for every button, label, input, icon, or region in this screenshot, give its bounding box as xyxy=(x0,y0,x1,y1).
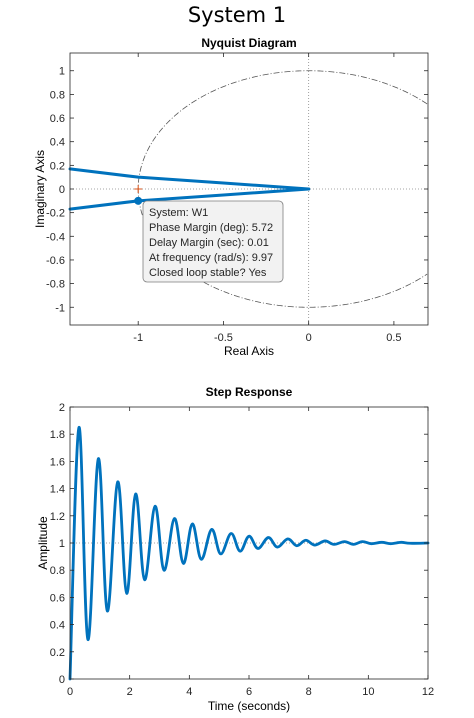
y-tick-label: 0.6 xyxy=(50,592,65,604)
x-tick-label: 0.5 xyxy=(386,332,401,344)
y-tick-label: 0.4 xyxy=(50,620,65,632)
figure-title: System 1 xyxy=(187,3,287,27)
y-tick-label: 0 xyxy=(59,184,65,196)
step-title: Step Response xyxy=(206,385,293,399)
x-tick-label: 4 xyxy=(186,686,192,698)
nyquist-plot: Nyquist Diagram -1 -0.5 0 0.5 1 0.8 0.6 0.4 0.2… xyxy=(33,36,429,358)
y-tick-label: -1 xyxy=(55,302,65,314)
step-x-axis-label: Time (seconds) xyxy=(208,699,290,713)
y-tick-label: 0.2 xyxy=(50,647,65,659)
phase-margin-point[interactable] xyxy=(134,196,143,205)
nyquist-series xyxy=(68,167,311,211)
y-tick-label: 0.6 xyxy=(50,113,65,125)
step-response-line xyxy=(68,425,430,681)
step-x-ticks: 0 2 4 6 8 10 12 xyxy=(67,407,434,698)
y-tick-label: 1.8 xyxy=(50,429,65,441)
x-tick-label: 10 xyxy=(362,686,374,698)
y-tick-label: 0.8 xyxy=(50,565,65,577)
y-tick-label: 0.2 xyxy=(50,160,65,172)
nyquist-x-axis-label: Real Axis xyxy=(224,344,274,358)
x-tick-label: 8 xyxy=(306,686,312,698)
nyquist-series-line-1 xyxy=(68,187,311,211)
nyquist-y-ticks: 1 0.8 0.6 0.4 0.2 0 -0.2 -0.4 -0.6 -0.8 -1 xyxy=(46,66,428,314)
datatip-line: Phase Margin (deg): 5.72 xyxy=(149,222,273,234)
y-tick-label: -0.4 xyxy=(46,231,65,243)
x-tick-label: 0 xyxy=(306,332,312,344)
x-tick-label: 6 xyxy=(246,686,252,698)
y-tick-label: 2 xyxy=(59,402,65,414)
y-tick-label: -0.2 xyxy=(46,208,65,220)
critical-point-marker xyxy=(134,185,143,193)
y-tick-label: 1 xyxy=(59,538,65,550)
x-tick-label: 12 xyxy=(422,686,434,698)
step-y-axis-label: Amplitude xyxy=(36,516,50,570)
nyquist-plot-area xyxy=(70,53,428,325)
step-response-plot: Step Response 0 2 4 6 8 10 12 0 0.2 0.4 0.6 0.8 1 1.… xyxy=(36,385,434,713)
x-tick-label: 2 xyxy=(127,686,133,698)
x-tick-label: 0 xyxy=(67,686,73,698)
datatip: System: W1 Phase Margin (deg): 5.72 Dela… xyxy=(142,200,284,283)
y-tick-label: 1.2 xyxy=(50,511,65,523)
datatip-box xyxy=(142,200,284,283)
phase-margin-marker[interactable] xyxy=(134,196,143,205)
y-tick-label: 0 xyxy=(59,674,65,686)
nyquist-x-ticks: -1 -0.5 0 0.5 xyxy=(133,53,402,344)
step-series xyxy=(68,425,430,681)
datatip-line: Delay Margin (sec): 0.01 xyxy=(149,237,269,249)
y-tick-label: 1 xyxy=(59,66,65,78)
y-tick-label: 1.6 xyxy=(50,456,65,468)
y-tick-label: 0.8 xyxy=(50,89,65,101)
y-tick-label: 1.4 xyxy=(50,484,65,496)
nyquist-title: Nyquist Diagram xyxy=(201,36,296,50)
nyquist-series-line-0 xyxy=(68,167,311,191)
y-tick-label: 0.4 xyxy=(50,137,65,149)
x-tick-label: -1 xyxy=(133,332,143,344)
datatip-line: System: W1 xyxy=(149,207,208,219)
step-y-ticks: 0 0.2 0.4 0.6 0.8 1 1.2 1.4 1.6 1.8 2 xyxy=(50,402,428,686)
datatip-line: At frequency (rad/s): 9.97 xyxy=(149,252,273,264)
datatip-line: Closed loop stable? Yes xyxy=(149,267,267,279)
y-tick-label: -0.8 xyxy=(46,279,65,291)
nyquist-y-axis-label: Imaginary Axis xyxy=(33,150,47,228)
x-tick-label: -0.5 xyxy=(214,332,233,344)
y-tick-label: -0.6 xyxy=(46,255,65,267)
